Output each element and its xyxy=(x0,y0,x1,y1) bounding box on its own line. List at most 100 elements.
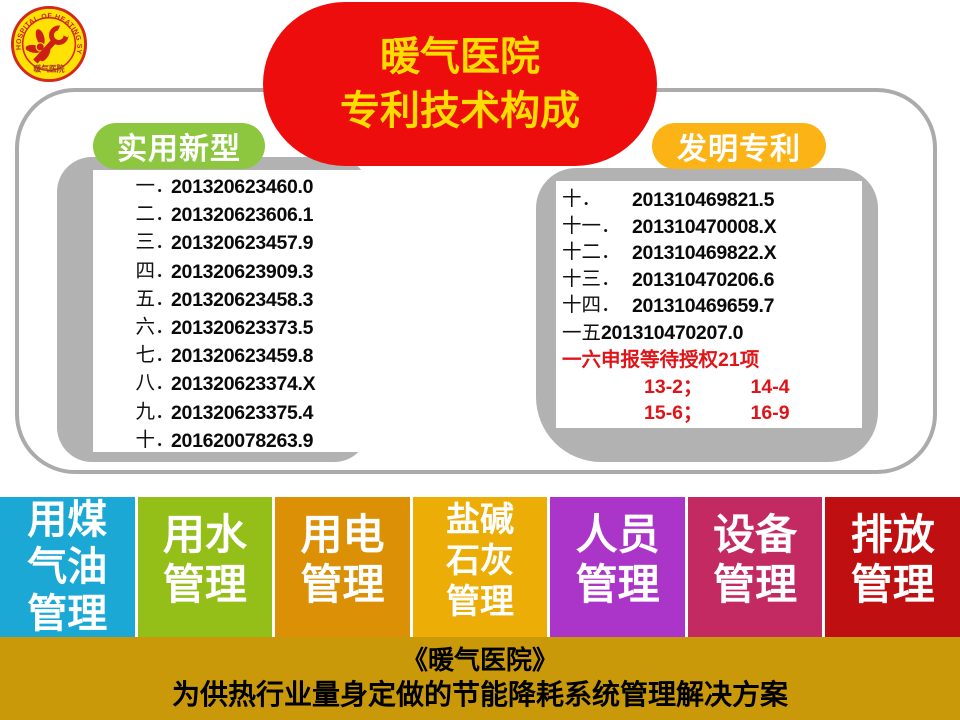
patent-number: 201310470207.0 xyxy=(601,321,744,344)
patent-index: 四 xyxy=(135,260,155,282)
utility-model-label: 实用新型 xyxy=(93,123,265,169)
management-block-line: 管理 xyxy=(27,590,108,636)
invention-patent-label: 发明专利 xyxy=(652,123,826,169)
footer-banner: 《暖气医院》 为供热行业量身定做的节能降耗系统管理解决方案 xyxy=(0,637,960,720)
patent-number: 201320623375.4 xyxy=(171,401,314,424)
management-block: 用水 管理 xyxy=(137,497,273,637)
patent-separator: ． xyxy=(155,373,175,395)
patent-number: 201320623457.9 xyxy=(171,232,314,255)
pending-count: 16-9 xyxy=(750,402,790,424)
management-block-line: 气油 xyxy=(27,543,108,589)
patent-number: 201310469659.7 xyxy=(632,295,775,317)
management-block-line: 用电 xyxy=(300,513,385,559)
utility-model-patent-list: 一． 201320623460.0 二． 201320623606.1 三． 201320… xyxy=(93,170,393,455)
patent-separator: ． xyxy=(155,401,175,423)
patent-separator: ． xyxy=(155,232,175,254)
patent-number: 201310470206.6 xyxy=(632,268,775,291)
patent-index: 十二． xyxy=(562,242,621,263)
patent-row: 六． 201320623373.5 xyxy=(93,314,393,342)
patent-number: 201310469821.5 xyxy=(632,189,775,211)
management-block-line: 管理 xyxy=(850,563,935,610)
patent-row: 十一． 201310470008.X xyxy=(562,214,862,241)
management-block-line: 管理 xyxy=(446,583,515,621)
patent-number: 201320623373.5 xyxy=(171,317,314,340)
patent-row: 一． 201320623460.0 xyxy=(93,173,393,201)
management-block-line: 盐碱 xyxy=(446,502,515,539)
pending-count-row: 15-6； 16-9 xyxy=(644,400,862,427)
patent-separator: ． xyxy=(155,429,175,451)
management-block: 用煤 气油 管理 xyxy=(0,497,135,637)
patent-row: 十二． 201310469822.X xyxy=(562,240,862,267)
management-block-line: 管理 xyxy=(713,563,798,610)
patent-index: 一五 xyxy=(562,322,602,344)
management-block-line: 用水 xyxy=(162,513,247,559)
management-block-line: 用煤 xyxy=(27,497,108,542)
patent-row: 十四． 201310469659.7 xyxy=(562,293,862,320)
management-blocks-row: 用煤 气油 管理 用水 管理 用电 管理 盐碱 石灰 管理 人员 管理 设备 管理 排放 管理 xyxy=(0,497,960,637)
pending-count: 15-6； xyxy=(644,402,703,424)
footer-subtitle: 为供热行业量身定做的节能降耗系统管理解决方案 xyxy=(171,678,788,710)
patent-index: 五 xyxy=(135,288,155,310)
patent-row: 十． 201310469821.5 xyxy=(562,187,862,214)
invention-patent-label-text: 发明专利 xyxy=(677,133,801,166)
patent-index: 七 xyxy=(135,345,155,367)
patent-number: 201320623459.8 xyxy=(171,345,314,368)
patent-number: 201310470008.X xyxy=(632,215,777,238)
patent-row: 十三． 201310470206.6 xyxy=(562,267,862,294)
management-block: 设备 管理 xyxy=(687,497,823,637)
patent-row: 十． 201620078263.9 xyxy=(93,427,393,455)
patent-index: 十． xyxy=(562,189,602,210)
patent-row: 二． 201320623606.1 xyxy=(93,201,393,229)
pending-count: 14-4 xyxy=(750,375,790,398)
pending-count-row: 13-2； 14-4 xyxy=(644,374,862,401)
company-seal-logo: HOSPITAL OF HEATING SYSTEM 暖气医院 xyxy=(7,0,88,83)
utility-model-label-text: 实用新型 xyxy=(117,133,241,166)
management-block-line: 管理 xyxy=(300,563,385,610)
footer-title: 《暖气医院》 xyxy=(401,645,558,676)
patent-number: 201320623606.1 xyxy=(171,204,314,227)
management-block: 人员 管理 xyxy=(550,497,685,637)
patent-number: 201320623374.X xyxy=(171,373,316,396)
patent-index: 十一． xyxy=(562,215,621,237)
slide-title-line1: 暖气医院 xyxy=(380,35,540,79)
patent-row: 一五201310470207.0 xyxy=(562,320,862,348)
utility-model-patent-list-box: 一． 201320623460.0 二． 201320623606.1 三． 201320… xyxy=(93,170,393,452)
management-block-line: 设备 xyxy=(713,513,798,559)
management-block: 盐碱 石灰 管理 xyxy=(412,497,548,637)
patent-number: 201320623909.3 xyxy=(171,260,314,283)
patent-separator: ． xyxy=(155,317,175,339)
patent-row: 五． 201320623458.3 xyxy=(93,286,393,314)
pending-count: 13-2； xyxy=(644,375,703,398)
invention-patent-list-box: 十． 201310469821.5 十一． 201310470008.X 十二． 2013… xyxy=(556,181,862,428)
patent-number: 201310469822.X xyxy=(632,242,777,264)
patent-separator: ． xyxy=(155,204,175,226)
patent-index: 十三． xyxy=(562,268,621,290)
patent-index: 九 xyxy=(135,401,155,423)
slide-title: 暖气医院 专利技术构成 xyxy=(263,2,657,166)
management-block: 用电 管理 xyxy=(275,497,410,637)
patent-separator: ． xyxy=(155,288,175,310)
management-block-line: 管理 xyxy=(162,563,247,610)
invention-patent-list: 十． 201310469821.5 十一． 201310470008.X 十二． 2013… xyxy=(556,181,862,427)
patent-index: 八 xyxy=(135,373,155,395)
patent-row: 三． 201320623457.9 xyxy=(93,229,393,257)
patent-number: 201320623458.3 xyxy=(171,288,314,311)
management-block: 排放 管理 xyxy=(825,497,960,637)
patent-number: 201620078263.9 xyxy=(171,429,314,452)
slide-title-line2: 专利技术构成 xyxy=(340,89,580,133)
patent-row: 七． 201320623459.8 xyxy=(93,342,393,370)
patent-separator: ． xyxy=(155,176,175,197)
patent-index: 三 xyxy=(135,232,155,254)
patent-index: 六 xyxy=(135,317,155,339)
management-block-line: 管理 xyxy=(575,563,660,610)
patent-separator: ． xyxy=(155,260,175,282)
patent-index: 十 xyxy=(135,429,155,451)
svg-text:暖气医院: 暖气医院 xyxy=(33,63,64,73)
patent-index: 一 xyxy=(135,176,155,197)
pending-note-row: 一六申报等待授权21项 xyxy=(562,349,760,371)
heating-hospital-seal-icon: HOSPITAL OF HEATING SYSTEM 暖气医院 xyxy=(7,0,88,83)
patent-row: 四． 201320623909.3 xyxy=(93,258,393,286)
management-block-line: 石灰 xyxy=(446,542,515,580)
patent-index: 二 xyxy=(135,204,155,226)
